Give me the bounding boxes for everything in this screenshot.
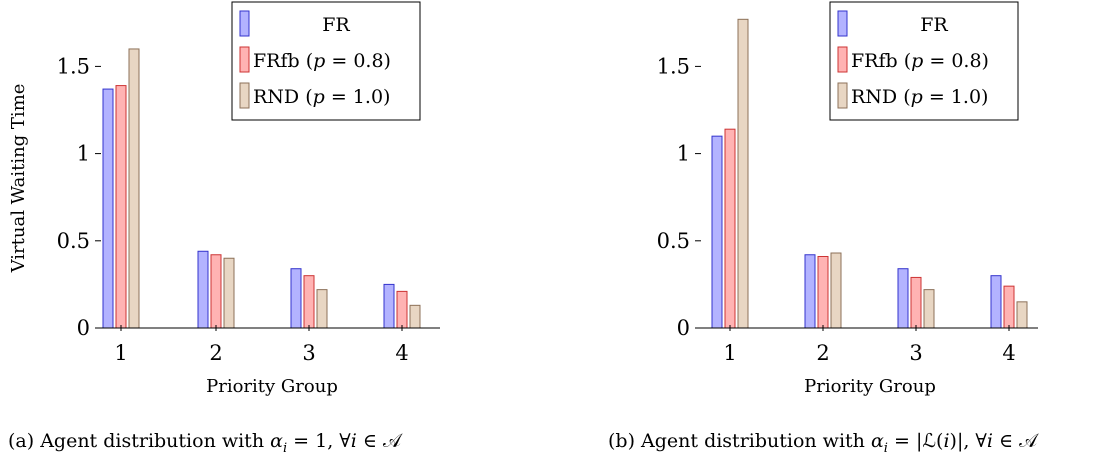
bar-rnd-group-4 (1016, 301, 1028, 329)
bar-frfb-group-2 (210, 254, 222, 329)
bar-fr-group-1 (711, 135, 723, 329)
legend-label-rnd: RND (p = 1.0) (253, 86, 390, 108)
bar-rnd-group-2 (830, 252, 842, 329)
bar-fr-group-2 (197, 250, 209, 329)
x-axis-title: Priority Group (206, 376, 338, 397)
bar-rnd-group-3 (316, 289, 328, 329)
legend-swatch-rnd (837, 82, 848, 109)
bar-fr-group-4 (383, 283, 395, 329)
x-axis-title: Priority Group (804, 376, 936, 397)
x-tick-label: 3 (909, 341, 922, 365)
bar-frfb-group-1 (115, 85, 127, 329)
legend-frame (231, 1, 421, 121)
bar-frfb-group-1 (724, 128, 736, 329)
legend-swatch-fr (239, 10, 250, 37)
caption-b: (b) Agent distribution with αi = |ℒ(i)|,… (608, 430, 1039, 454)
x-tick-label: 3 (302, 341, 315, 365)
legend-label-frfb: FRfb (p = 0.8) (253, 50, 391, 72)
bar-fr-group-3 (290, 268, 302, 329)
bar-rnd-group-2 (223, 257, 235, 329)
x-tick-label: 1 (723, 341, 736, 365)
bar-fr-group-4 (990, 275, 1002, 329)
bar-group (102, 48, 421, 329)
bar-frfb-group-2 (817, 255, 829, 329)
legend-label-fr: FR (322, 14, 350, 36)
bar-fr-group-2 (804, 254, 816, 329)
legend-a: FR FRfb (p = 0.8) RND (p = 1.0) (231, 1, 421, 121)
bar-rnd-group-4 (409, 304, 421, 329)
legend-b: FR FRfb (p = 0.8) RND (p = 1.0) (829, 1, 1019, 121)
chart-panel-a: 0 0.5 1 1.5 1 2 3 4 Priority Group Virtual Wait… (8, 1, 440, 454)
y-tick-label: 1 (677, 142, 690, 166)
bar-fr-group-3 (897, 268, 909, 329)
axis-ticks: 0 0.5 1 1.5 1 2 3 4 (657, 54, 1016, 365)
y-tick-label: 0 (77, 316, 90, 340)
bar-fr-group-1 (102, 88, 114, 329)
bar-rnd-group-3 (923, 289, 935, 329)
legend-label-frfb: FRfb (p = 0.8) (851, 50, 989, 72)
bar-frfb-group-4 (396, 290, 408, 329)
bar-rnd-group-1 (128, 48, 140, 329)
bar-rnd-group-1 (737, 18, 749, 329)
legend-frame (829, 1, 1019, 121)
legend-label-fr: FR (920, 14, 948, 36)
x-tick-label: 2 (209, 341, 222, 365)
x-tick-label: 2 (816, 341, 829, 365)
x-tick-label: 1 (114, 341, 127, 365)
y-tick-label: 0.5 (57, 229, 90, 253)
x-tick-label: 4 (1002, 341, 1015, 365)
bar-group (711, 18, 1028, 329)
y-tick-label: 1.5 (657, 54, 690, 78)
legend-swatch-frfb (239, 46, 250, 73)
bar-frfb-group-4 (1003, 285, 1015, 329)
y-tick-label: 0 (677, 316, 690, 340)
legend-label-rnd: RND (p = 1.0) (851, 86, 988, 108)
chart-panel-b: 0 0.5 1 1.5 1 2 3 4 Priority Group (b) Agent di… (608, 1, 1039, 454)
y-tick-label: 1 (77, 142, 90, 166)
legend-swatch-fr (837, 10, 848, 37)
bar-frfb-group-3 (910, 276, 922, 329)
legend-swatch-frfb (837, 46, 848, 73)
y-tick-label: 0.5 (657, 229, 690, 253)
caption-a: (a) Agent distribution with αi = 1, ∀i ∈… (8, 430, 403, 454)
bar-frfb-group-3 (303, 275, 315, 329)
y-axis-title: Virtual Waiting Time (8, 84, 29, 274)
y-tick-label: 1.5 (57, 54, 90, 78)
axis-ticks: 0 0.5 1 1.5 1 2 3 4 (57, 54, 409, 365)
x-tick-label: 4 (395, 341, 408, 365)
legend-swatch-rnd (239, 82, 250, 109)
